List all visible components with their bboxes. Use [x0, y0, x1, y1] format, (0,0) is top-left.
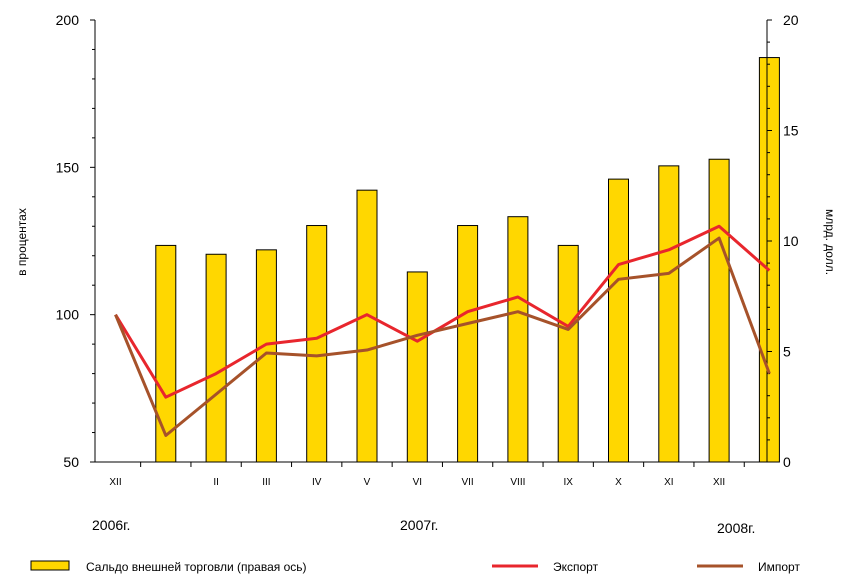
legend: Сальдо внешней торговли (правая ось) Экс…	[30, 560, 800, 574]
x-ticks: XII II III IV V VI VII VIII IX X XI XII	[109, 462, 745, 488]
line-export	[114, 224, 771, 399]
x-tick-label-11: XI	[664, 477, 673, 488]
bar-11	[658, 165, 680, 463]
bar-8	[507, 216, 529, 463]
right-tick-label-1: 5	[783, 344, 791, 360]
x-tick-label-9: IX	[563, 477, 573, 488]
x-tick-label-12: XII	[713, 477, 725, 488]
left-y-ticks: 50 100 150 200	[56, 12, 95, 470]
bar-7	[457, 225, 479, 463]
bar-3	[255, 249, 277, 463]
bar-10	[608, 178, 629, 463]
x-tick-label-7: VII	[461, 477, 473, 488]
bar-5	[356, 189, 378, 463]
x-tick-label-8: VIII	[510, 477, 525, 488]
legend-label-balance: Сальдо внешней торговли (правая ось)	[86, 560, 307, 574]
left-tick-label-1: 100	[56, 307, 80, 323]
x-tick-label-4: IV	[312, 477, 322, 488]
left-tick-label-3: 200	[56, 12, 80, 28]
bar-4	[306, 225, 328, 463]
left-tick-label-2: 150	[56, 159, 80, 175]
x-tick-label-10: X	[615, 477, 622, 488]
year-label-2008: 2008г.	[717, 520, 755, 536]
bar-12	[708, 158, 730, 463]
legend-label-export: Экспорт	[553, 560, 599, 574]
x-tick-label-2: II	[213, 477, 219, 488]
bar-9	[557, 244, 579, 463]
x-tick-label-5: V	[364, 477, 371, 488]
x-tick-label-0: XII	[109, 477, 121, 488]
left-tick-label-0: 50	[63, 454, 79, 470]
line-import	[114, 236, 771, 437]
right-tick-label-2: 10	[783, 233, 799, 249]
right-tick-label-0: 0	[783, 454, 791, 470]
right-y-ticks: 0 5 10 15 20	[767, 12, 799, 470]
right-tick-label-4: 20	[783, 12, 799, 28]
bar-13	[758, 57, 780, 463]
right-tick-label-3: 15	[783, 123, 799, 139]
legend-label-import: Импорт	[758, 560, 800, 574]
x-tick-label-6: VI	[413, 477, 422, 488]
year-label-2007: 2007г.	[400, 517, 438, 533]
year-label-2006: 2006г.	[92, 517, 130, 533]
lines-layer	[114, 224, 771, 437]
bar-6	[406, 271, 428, 463]
legend-swatch-balance	[30, 560, 70, 571]
bar-2	[205, 253, 227, 463]
right-axis-label: млрд. долл.	[823, 209, 837, 275]
left-axis-label: в процентах	[15, 208, 29, 276]
x-tick-label-3: III	[262, 477, 270, 488]
